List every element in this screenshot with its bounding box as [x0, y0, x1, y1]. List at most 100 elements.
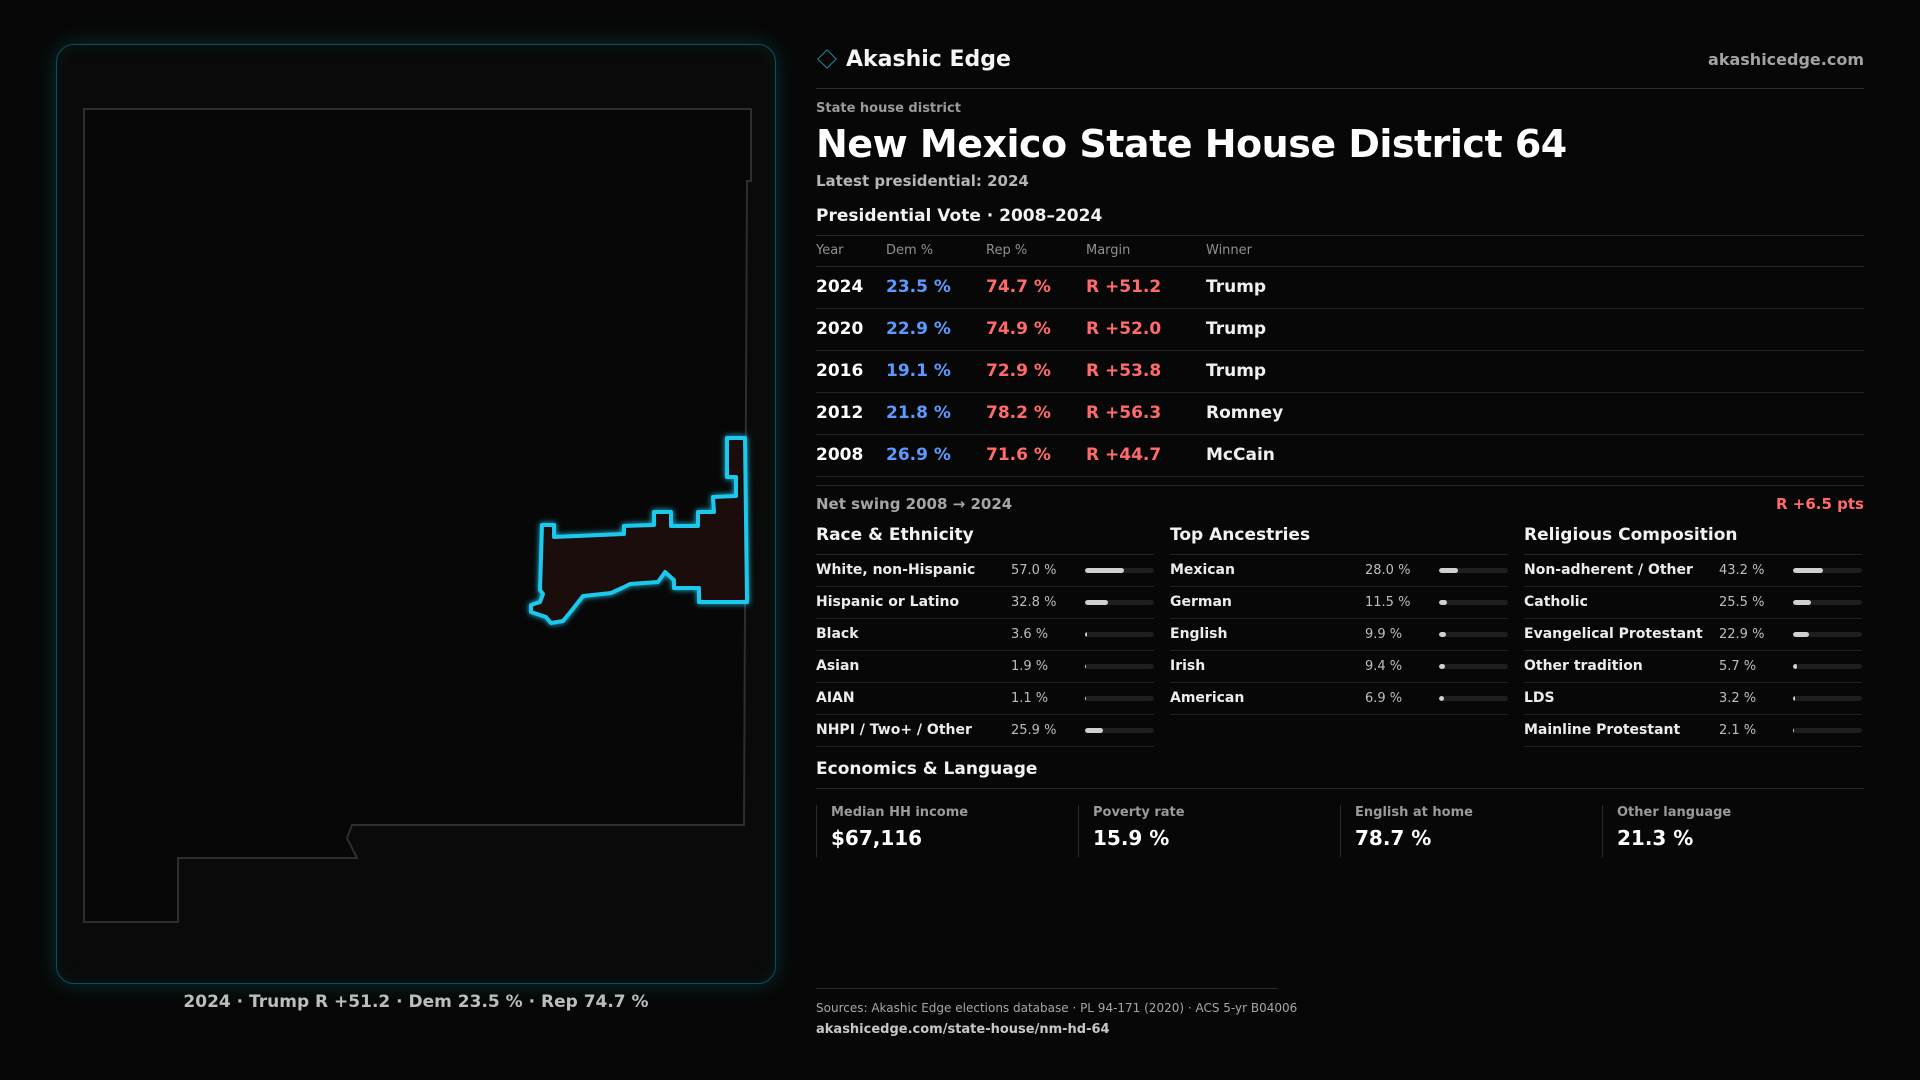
row-winner: McCain [1206, 434, 1864, 477]
item-bar [1793, 631, 1862, 637]
stat-value: 21.3 % [1617, 825, 1694, 850]
page-title: New Mexico State House District 64 [816, 122, 1567, 166]
latest-presidential: Latest presidential: 2024 [816, 172, 1029, 190]
list-item: Non-adherent / Other 43.2 % [1524, 555, 1862, 587]
item-percent: 6.9 % [1365, 690, 1403, 706]
item-percent: 3.2 % [1719, 690, 1757, 706]
header-rep: Rep % [986, 236, 1086, 267]
item-percent: 22.9 % [1719, 626, 1765, 642]
footer: Sources: Akashic Edge elections database… [816, 988, 1297, 1037]
item-bar-fill [1085, 567, 1125, 573]
row-rep: 78.2 % [986, 392, 1086, 435]
list-item: AIAN 1.1 % [816, 683, 1154, 715]
economics-title: Economics & Language [816, 759, 1864, 789]
item-label: Hispanic or Latino [816, 594, 960, 610]
header-winner: Winner [1206, 236, 1864, 267]
table-header-row: Year Dem % Rep % Margin Winner [816, 236, 1864, 267]
list-item: English 9.9 % [1170, 619, 1508, 651]
row-margin: R +53.8 [1086, 350, 1206, 393]
presidential-vote-table: Year Dem % Rep % Margin Winner 2024 23.5… [816, 236, 1864, 477]
stat-value: 15.9 % [1093, 825, 1170, 850]
item-bar [1793, 599, 1862, 605]
stat-median-income: Median HH income $67,116 [816, 804, 1078, 857]
item-bar [1085, 727, 1154, 733]
stat-label: English at home [1355, 804, 1473, 820]
list-item: Asian 1.9 % [816, 651, 1154, 683]
row-year: 2012 [816, 392, 886, 435]
list-item: Irish 9.4 % [1170, 651, 1508, 683]
item-bar [1085, 567, 1154, 573]
header: Akashic Edge akashicedge.com [816, 44, 1864, 74]
item-bar-fill [1793, 695, 1796, 701]
table-row: 2020 22.9 % 74.9 % R +52.0 Trump [816, 308, 1864, 351]
race-ethnicity-panel: Race & Ethnicity White, non-Hispanic 57.… [816, 525, 1154, 747]
item-percent: 32.8 % [1011, 594, 1057, 610]
item-label: Irish [1170, 658, 1206, 674]
item-percent: 25.5 % [1719, 594, 1765, 610]
net-swing: Net swing 2008 → 2024 R +6.5 pts [816, 484, 1864, 513]
map-canvas [83, 108, 752, 923]
item-label: Asian [816, 658, 860, 674]
item-bar-fill [1793, 727, 1795, 733]
religion-title: Religious Composition [1524, 525, 1862, 555]
row-rep: 74.7 % [986, 266, 1086, 309]
brand[interactable]: Akashic Edge [816, 47, 1011, 72]
demographics: Race & Ethnicity White, non-Hispanic 57.… [816, 525, 1864, 747]
row-margin: R +52.0 [1086, 308, 1206, 351]
item-bar-fill [1793, 631, 1809, 637]
item-bar-fill [1439, 663, 1446, 669]
item-percent: 57.0 % [1011, 562, 1057, 578]
list-item: Mexican 28.0 % [1170, 555, 1508, 587]
district-type: State house district [816, 101, 961, 116]
district-shape[interactable] [529, 436, 749, 625]
item-percent: 2.1 % [1719, 722, 1757, 738]
presidential-vote-title: Presidential Vote · 2008–2024 [816, 206, 1864, 236]
row-year: 2008 [816, 434, 886, 477]
ancestries-panel: Top Ancestries Mexican 28.0 % German 11.… [1170, 525, 1508, 747]
site-link[interactable]: akashicedge.com [1708, 49, 1864, 69]
item-label: German [1170, 594, 1232, 610]
item-percent: 1.9 % [1011, 658, 1049, 674]
item-bar-fill [1793, 567, 1823, 573]
district-map[interactable] [56, 44, 776, 984]
table-row: 2008 26.9 % 71.6 % R +44.7 McCain [816, 434, 1864, 477]
row-winner: Trump [1206, 308, 1864, 351]
economics-stats: Median HH income $67,116 Poverty rate 15… [816, 804, 1864, 857]
item-label: NHPI / Two+ / Other [816, 722, 972, 738]
footer-link[interactable]: akashicedge.com/state-house/nm-hd-64 [816, 1022, 1110, 1037]
item-bar-fill [1085, 631, 1088, 637]
item-label: Mexican [1170, 562, 1235, 578]
item-bar [1793, 695, 1862, 701]
list-item: Mainline Protestant 2.1 % [1524, 715, 1862, 747]
row-rep: 72.9 % [986, 350, 1086, 393]
list-item: German 11.5 % [1170, 587, 1508, 619]
row-year: 2016 [816, 350, 886, 393]
district-profile: Akashic Edge akashicedge.com State house… [816, 44, 1864, 857]
header-year: Year [816, 236, 886, 267]
item-percent: 5.7 % [1719, 658, 1757, 674]
row-winner: Trump [1206, 350, 1864, 393]
header-dem: Dem % [886, 236, 986, 267]
item-label: Catholic [1524, 594, 1588, 610]
item-bar [1085, 599, 1154, 605]
stat-label: Poverty rate [1093, 804, 1185, 820]
row-dem: 23.5 % [886, 266, 986, 309]
item-label: LDS [1524, 690, 1555, 706]
item-percent: 28.0 % [1365, 562, 1411, 578]
header-margin: Margin [1086, 236, 1206, 267]
item-label: English [1170, 626, 1228, 642]
item-label: Black [816, 626, 859, 642]
list-item: NHPI / Two+ / Other 25.9 % [816, 715, 1154, 747]
table-row: 2012 21.8 % 78.2 % R +56.3 Romney [816, 392, 1864, 435]
item-percent: 43.2 % [1719, 562, 1765, 578]
item-bar-fill [1793, 599, 1811, 605]
net-swing-value: R +6.5 pts [1776, 494, 1864, 513]
item-bar-fill [1085, 695, 1087, 701]
item-bar [1085, 695, 1154, 701]
stat-poverty-rate: Poverty rate 15.9 % [1078, 804, 1340, 857]
row-winner: Romney [1206, 392, 1864, 435]
item-percent: 1.1 % [1011, 690, 1049, 706]
item-bar [1439, 663, 1508, 669]
item-bar-fill [1793, 663, 1797, 669]
item-percent: 25.9 % [1011, 722, 1057, 738]
